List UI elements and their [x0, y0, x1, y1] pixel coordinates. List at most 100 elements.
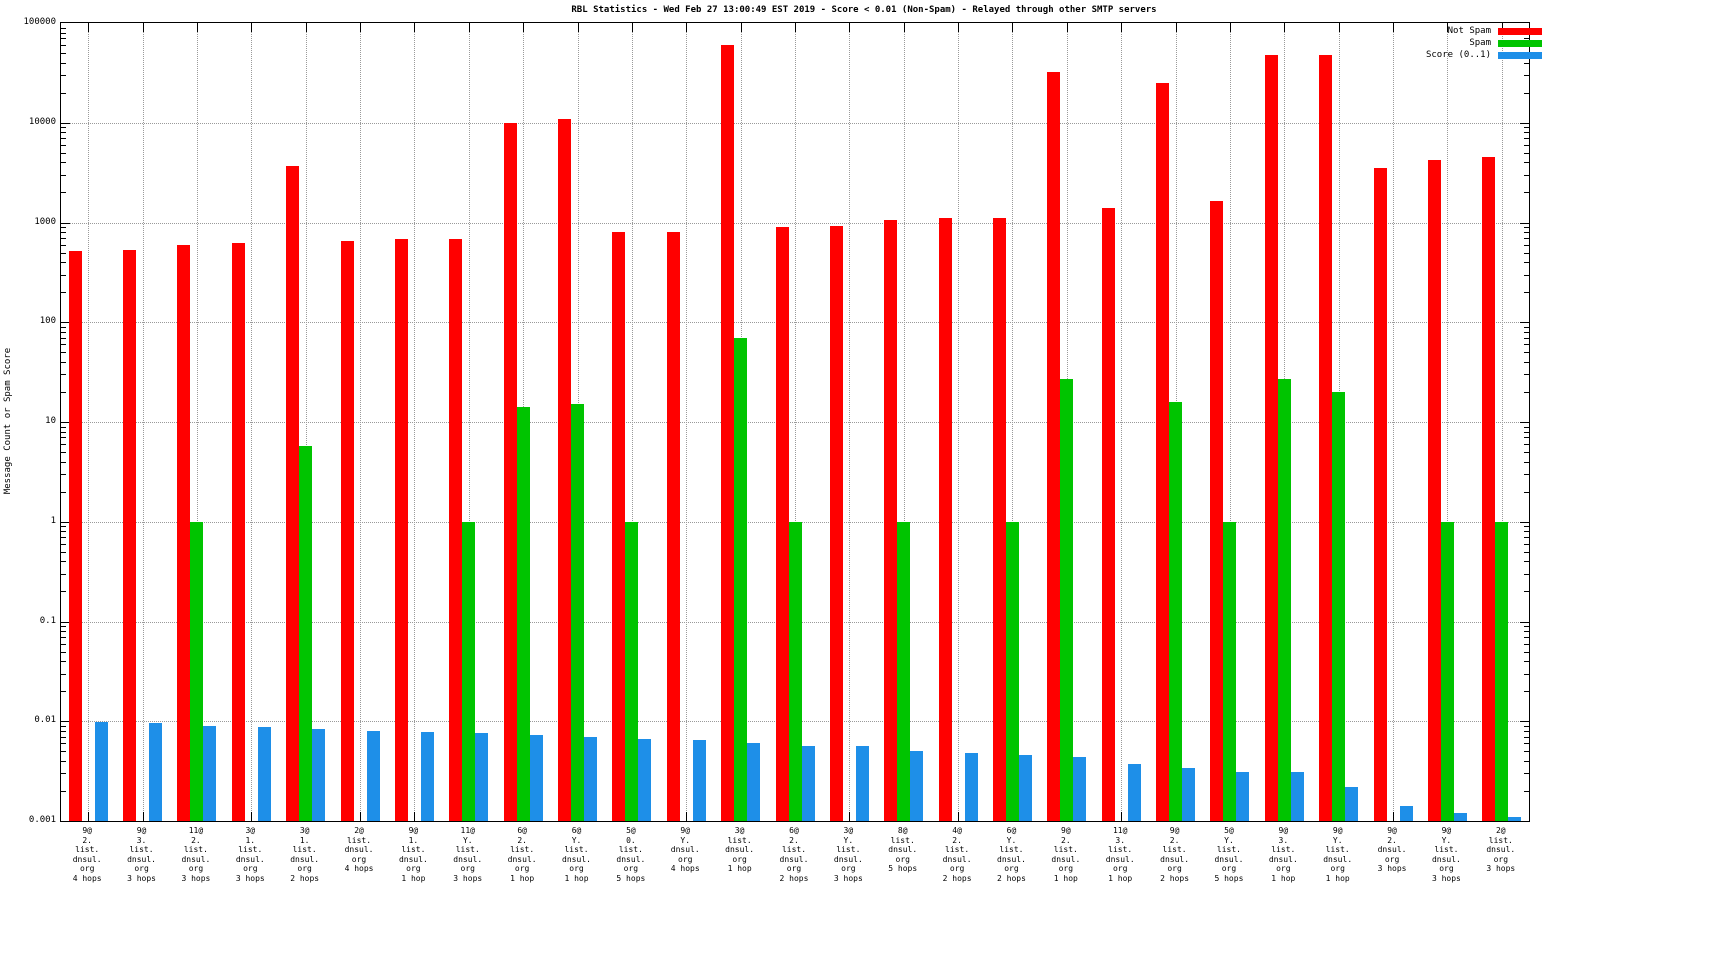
grid-line-vertical	[1393, 23, 1395, 821]
bar-not-spam	[68, 250, 82, 821]
bar-spam	[897, 521, 911, 821]
legend-entry-spam: Spam	[1426, 37, 1542, 49]
plot-area	[60, 22, 1530, 822]
grid-line-vertical	[631, 23, 633, 821]
chart-title: RBL Statistics - Wed Feb 27 13:00:49 EST…	[571, 5, 1157, 15]
x-tick-label-line: dnsul.	[398, 854, 428, 864]
x-major-tick	[523, 23, 525, 32]
x-tick-label: 9@ 3. list. dnsul. org 1 hop	[1256, 826, 1310, 883]
x-tick-label-line: 4 hops	[72, 873, 102, 883]
x-tick-label: 5@ Y. list. dnsul. org 5 hops	[1202, 826, 1256, 883]
y-minor-tick	[61, 152, 66, 154]
x-tick-label-line: dnsul.	[1431, 854, 1461, 864]
x-tick-label-line: list.	[1271, 845, 1296, 854]
x-tick-label-line: dnsul.	[235, 854, 265, 864]
x-tick-label-line: org	[1221, 864, 1237, 873]
y-minor-tick	[61, 673, 66, 675]
x-tick-label: 6@ Y. list. dnsul. org 2 hops	[984, 826, 1038, 883]
x-tick-label-line: org	[786, 864, 802, 873]
y-minor-tick	[61, 631, 66, 633]
bar-score-0-1-	[692, 739, 706, 821]
x-tick-label-line: 3 hops	[833, 873, 863, 883]
x-tick-label-line: 11@	[188, 826, 204, 835]
grid-line-vertical	[849, 23, 851, 821]
y-minor-tick	[1524, 491, 1529, 493]
x-tick-label: 9@ 2. list. dnsul. org 2 hops	[1147, 826, 1201, 883]
x-tick-label-line: dnsul.	[670, 845, 700, 854]
bar-not-spam	[829, 225, 843, 821]
x-tick-label-line: list.	[727, 835, 752, 845]
x-tick-label-line: 2 hops	[779, 873, 809, 883]
grid-line-vertical	[88, 23, 90, 821]
bar-not-spam	[286, 165, 300, 821]
bar-spam	[1060, 378, 1074, 821]
y-minor-tick	[61, 736, 66, 738]
bar-not-spam	[1373, 168, 1387, 821]
x-tick-label-line: 9@	[408, 826, 419, 835]
y-minor-tick	[1524, 244, 1529, 246]
x-major-tick	[740, 23, 742, 32]
bar-score-0-1-	[420, 732, 434, 821]
x-tick-label-line: list.	[510, 845, 535, 854]
x-tick-label-line: 2.	[789, 835, 799, 845]
x-tick-label-line: list.	[401, 845, 426, 854]
bar-score-0-1-	[638, 739, 652, 821]
x-tick-label-line: 1 hop	[1271, 873, 1296, 883]
y-minor-tick	[61, 537, 66, 539]
legend-label-not-spam: Not Spam	[1447, 26, 1491, 36]
x-tick-label-line: org	[569, 864, 584, 873]
y-tick-label: 0.001	[28, 815, 56, 825]
x-tick-label-line: 4@	[952, 826, 962, 835]
y-major-tick	[61, 422, 70, 423]
x-major-tick	[1121, 23, 1123, 32]
y-minor-tick	[1524, 561, 1529, 563]
x-major-tick	[360, 23, 362, 32]
x-tick-label-line: dnsul.	[507, 854, 537, 864]
y-minor-tick	[61, 144, 66, 146]
x-tick-label-line: 3 hops	[1431, 873, 1461, 883]
grid-line-vertical	[958, 23, 960, 821]
x-tick-label-line: 2 hops	[290, 873, 320, 883]
x-tick-label-line: dnsul.	[725, 845, 755, 854]
y-minor-tick	[61, 725, 66, 727]
legend-swatch-not-spam	[1498, 27, 1542, 35]
y-minor-tick	[61, 274, 66, 276]
y-minor-tick	[1524, 461, 1529, 463]
y-minor-tick	[1524, 361, 1529, 363]
x-tick-label-line: 5 hops	[888, 864, 918, 873]
y-minor-tick	[61, 132, 66, 134]
x-major-tick	[1229, 23, 1231, 32]
bar-spam	[788, 521, 802, 821]
x-tick-label: 11@ Y. list. dnsul. org 3 hops	[441, 826, 495, 883]
x-tick-label-line: dnsul.	[888, 845, 918, 854]
y-minor-tick	[1524, 138, 1529, 140]
y-major-tick	[61, 721, 70, 723]
y-minor-tick	[61, 426, 66, 428]
y-minor-tick	[1524, 626, 1529, 628]
x-tick-label-line: list.	[1325, 845, 1350, 854]
x-tick-label-line: dnsul.	[1160, 854, 1190, 864]
y-minor-tick	[61, 526, 66, 528]
legend-entry-not-spam: Not Spam	[1426, 25, 1542, 37]
grid-line-vertical	[142, 23, 144, 821]
x-tick-label-line: Y.	[462, 835, 473, 845]
y-minor-tick	[1524, 262, 1529, 264]
x-tick-label-line: Y.	[843, 835, 854, 845]
x-tick-label: 9@ Y. list. dnsul. org 3 hops	[1419, 826, 1473, 883]
bar-not-spam	[992, 217, 1006, 821]
bar-not-spam	[1264, 54, 1278, 821]
y-minor-tick	[1524, 573, 1529, 575]
y-major-tick	[61, 521, 70, 523]
y-minor-tick	[61, 344, 66, 346]
x-tick-label-line: list.	[945, 845, 970, 854]
y-major-tick	[1520, 122, 1529, 124]
x-major-tick	[1393, 23, 1395, 32]
y-minor-tick	[1524, 237, 1529, 239]
x-tick-label-line: org	[514, 864, 530, 873]
y-minor-tick	[1524, 162, 1529, 164]
y-minor-tick	[1524, 591, 1529, 593]
y-minor-tick	[1524, 537, 1529, 539]
x-tick-label-line: 2 hops	[1160, 873, 1190, 883]
bar-not-spam	[394, 239, 408, 821]
x-tick-label-line: 2.	[1387, 835, 1397, 845]
